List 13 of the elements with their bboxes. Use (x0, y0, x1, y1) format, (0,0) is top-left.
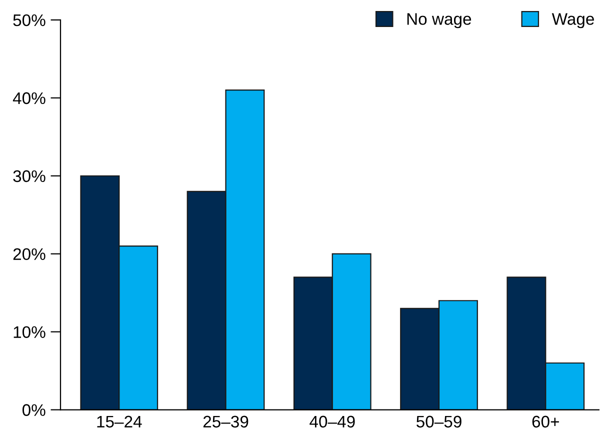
legend-label: Wage (552, 13, 594, 28)
y-tick-label: 50% (13, 14, 46, 26)
x-tick-label: 60+ (532, 416, 559, 428)
y-tick-label: 10% (14, 326, 46, 338)
legend-label: No wage (407, 13, 472, 28)
y-tick-label: 20% (13, 248, 46, 260)
x-tick-label: 25–39 (203, 416, 248, 428)
x-tick-label: 40–49 (310, 416, 355, 428)
y-tick-label: 30% (13, 170, 46, 182)
y-tick-label: 0% (22, 404, 46, 416)
x-tick-label: 15–24 (97, 416, 142, 428)
y-tick-label: 40% (12, 92, 46, 104)
x-tick-label: 50–59 (416, 416, 462, 428)
